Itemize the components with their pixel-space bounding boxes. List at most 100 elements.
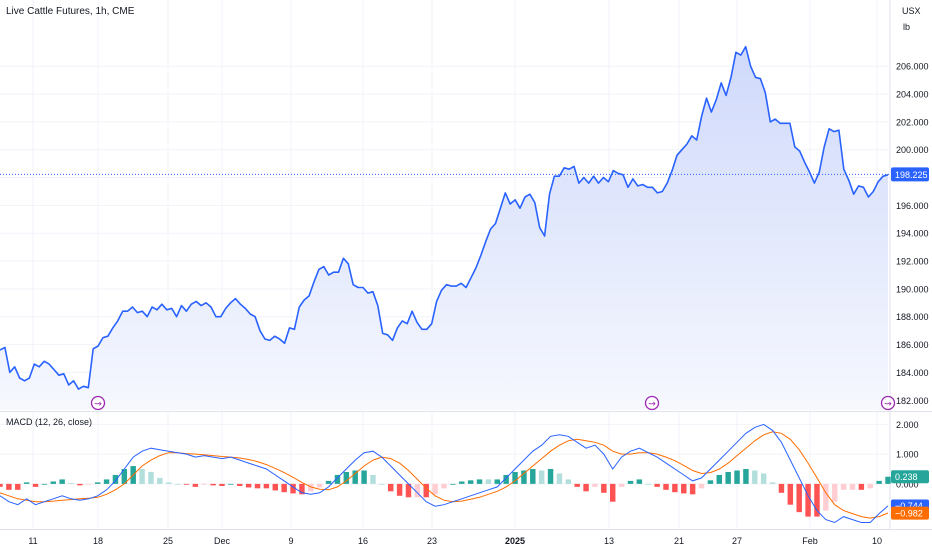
macd-histogram-bar — [636, 479, 643, 484]
macd-line[interactable] — [0, 423, 889, 524]
macd-title: MACD (12, 26, close) — [6, 417, 93, 427]
macd-histogram-bar — [201, 483, 207, 485]
macd-histogram-bar — [361, 470, 367, 484]
last-price-badge[interactable] — [891, 167, 929, 182]
macd-histogram-bar — [627, 480, 634, 484]
macd-histogram-bar — [343, 471, 350, 484]
macd-histogram-bar — [716, 474, 723, 484]
macd-histogram-bar — [148, 471, 154, 484]
macd-histogram-bar — [743, 469, 749, 484]
macd-histogram-bar — [823, 483, 829, 511]
macd-histogram-bar — [618, 483, 625, 487]
price-tick-label: 188.000 — [896, 312, 929, 322]
macd-histogram-bar — [183, 483, 190, 485]
unit-label[interactable]: lb — [903, 22, 911, 32]
macd-value: −0.744 — [895, 501, 923, 511]
macd-histogram-bar — [494, 479, 501, 484]
macd-histogram-bar — [15, 483, 21, 490]
macd-histogram-bar — [263, 483, 270, 489]
macd-histogram-bar — [778, 483, 785, 493]
macd-histogram-bar — [707, 480, 714, 484]
macd-histogram-bar — [814, 483, 820, 517]
macd-histogram-bar — [68, 482, 74, 484]
histogram-badge[interactable] — [891, 470, 929, 484]
currency-label[interactable]: USX — [902, 6, 921, 16]
macd-histogram-bar — [476, 479, 483, 484]
macd-histogram-bar — [831, 483, 838, 502]
macd-histogram-bar — [467, 480, 474, 484]
macd-histogram-bar — [50, 481, 57, 484]
macd-histogram-bar — [796, 483, 802, 513]
macd-tick-label: 2.000 — [896, 420, 919, 430]
macd-histogram-bar — [556, 473, 563, 484]
macd-histogram-bar — [485, 479, 492, 484]
price-line[interactable] — [0, 45, 889, 390]
macd-histogram-bar — [769, 482, 776, 484]
macd-histogram-bar — [849, 483, 856, 490]
price-tick-label: 184.000 — [896, 368, 929, 378]
event-marker-glyph: ⇝ — [648, 399, 656, 409]
macd-histogram-bar — [512, 471, 518, 484]
macd-histogram-bar — [654, 483, 660, 487]
macd-histogram-bar — [245, 483, 252, 488]
macd-histogram-bar — [681, 483, 687, 494]
macd-histogram-bar — [760, 473, 767, 484]
macd-histogram-bar — [521, 470, 527, 484]
macd-tick-label: 0.000 — [896, 479, 919, 489]
macd-histogram-bar — [459, 481, 465, 484]
macd-histogram-bar — [583, 483, 589, 492]
macd-histogram-bar — [281, 483, 287, 493]
macd-histogram-bar — [503, 474, 509, 484]
dividend-event-icon[interactable] — [644, 395, 660, 411]
macd-histogram-bar — [876, 480, 882, 484]
time-tick-label: Feb — [802, 536, 818, 546]
price-tick-label: 190.000 — [896, 284, 929, 294]
signal-line[interactable] — [0, 431, 889, 519]
signal-value: −0.982 — [895, 508, 923, 518]
macd-histogram-bar — [387, 483, 394, 492]
time-tick-label: Dec — [214, 536, 231, 546]
price-area-fill — [0, 46, 888, 410]
macd-histogram-bar — [174, 483, 181, 485]
dividend-event-icon[interactable] — [880, 395, 896, 411]
event-marker-glyph: ⇝ — [884, 399, 892, 409]
macd-histogram-bar — [725, 471, 731, 484]
macd-histogram-bar — [805, 483, 811, 517]
macd-histogram-bar — [574, 483, 580, 487]
macd-histogram-bar — [752, 470, 758, 484]
price-tick-label: 202.000 — [896, 117, 929, 127]
signal-badge[interactable] — [891, 506, 929, 520]
macd-histogram-bar — [94, 482, 101, 484]
price-tick-label: 196.000 — [896, 201, 929, 211]
macd-histogram-bar — [370, 474, 376, 484]
macd-histogram-bar — [121, 469, 128, 484]
macd-histogram-bar — [441, 483, 447, 489]
macd-histogram-bar — [734, 470, 740, 484]
macd-histogram-bar — [0, 483, 3, 487]
dividend-event-icon[interactable] — [90, 395, 106, 411]
macd-histogram-bar — [192, 483, 199, 487]
macd-histogram-bar — [547, 469, 554, 484]
time-tick-label: 9 — [288, 536, 293, 546]
macd-histogram-bar — [565, 479, 572, 484]
macd-histogram-bar — [77, 483, 83, 486]
macd-histogram-bar — [299, 483, 305, 495]
macd-histogram-bar — [308, 483, 314, 492]
macd-histogram-bar — [858, 483, 865, 490]
macd-histogram-bar — [663, 483, 669, 490]
macd-histogram-bar — [601, 483, 607, 493]
macd-histogram-bar — [103, 479, 110, 484]
last-price-label: 198.225 — [895, 170, 928, 180]
histogram-value: 0.238 — [895, 472, 918, 482]
macd-histogram-bar — [538, 470, 545, 484]
macd-histogram-bar — [219, 483, 225, 486]
price-tick-label: 204.000 — [896, 90, 929, 100]
time-tick-label: 2025 — [505, 536, 525, 546]
macd-histogram-bar — [379, 483, 385, 485]
macd-histogram-bar — [290, 483, 296, 494]
macd-histogram-bar — [787, 483, 794, 505]
macd-histogram-bar — [689, 483, 696, 495]
macd-histogram-bar — [405, 483, 412, 498]
